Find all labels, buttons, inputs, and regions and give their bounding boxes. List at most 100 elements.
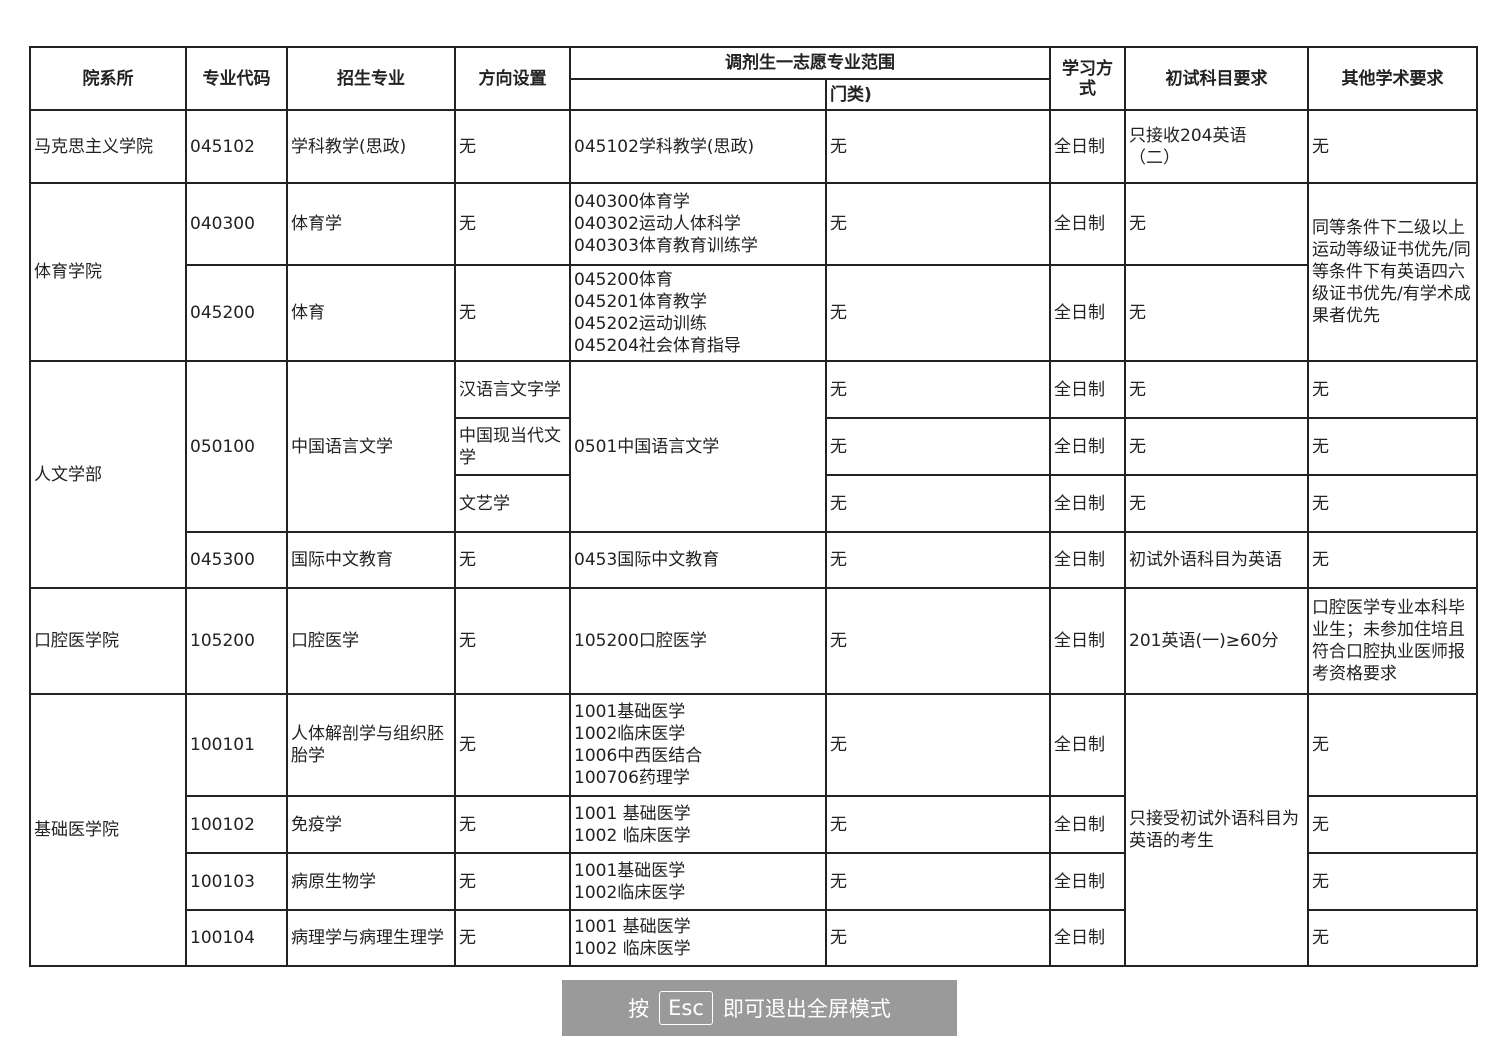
table-cell: 1001基础医学 1002临床医学 [569,852,827,911]
table-cell: 病原生物学 [286,852,456,911]
table-row: 基础医学院 100101 人体解剖学与组织胚胎学无 1001基础医学 1002临床医学… [29,693,1478,967]
header-mode: 学习方式 [1049,46,1126,111]
header-adjust: 调剂生一志愿专业范围 [569,46,1051,80]
header-other: 其他学术要求 [1307,46,1478,111]
table-cell: 无 [1307,693,1478,797]
table-cell: 045200 [185,264,288,362]
header-major: 招生专业 [286,46,456,111]
table-cell: 国际中文教育 [286,531,456,589]
table-cell: 1001 基础医学 1002 临床医学 [569,795,827,854]
table-cell: 无 [825,109,1051,184]
table-cell: 无 [825,182,1051,266]
table-row: 045300 国际中文教育无 0453国际中文教育无全日制 初试外语科目为英语无 [30,531,1478,589]
header-direction: 方向设置 [454,46,571,111]
table-cell: 045102学科教学(思政) [569,109,827,184]
table-cell: 105200 [185,587,288,695]
table-cell: 只接收204英语 （二） [1124,109,1309,184]
table-cell: 无 [825,909,1051,967]
table-cell: 同等条件下二级以上运动等级证书优先/同等条件下有英语四六级证书优先/有学术成果者… [1307,182,1478,362]
table-cell: 无 [1307,474,1478,533]
table-cell: 全日制 [1049,795,1126,854]
table-row: 口腔医学院 105200 口腔医学无 105200口腔医学无全日制 201英语(一)≥6… [29,587,1478,695]
table-cell: 105200口腔医学 [569,587,827,695]
table-cell: 中国现当代文学 [454,417,571,476]
table-cell: 201英语(一)≥60分 [1124,587,1309,695]
table-cell: 体育学 [286,182,456,266]
admissions-table: 院系所 专业代码 招生专业 方向设置 调剂生一志愿专业范围 学习方式 初试科目要… [29,46,1478,967]
table-cell: 无 [1307,852,1478,911]
table-cell: 全日制 [1049,474,1126,533]
table-cell: 病理学与病理生理学 [286,909,456,967]
table-cell: 无 [454,531,571,589]
table-cell: 无 [454,587,571,695]
table-cell: 基础医学院 [29,693,187,967]
table-cell: 文艺学 [454,474,571,533]
header-college: 院系所 [29,46,187,111]
table-cell: 无 [454,909,571,967]
table-cell: 全日制 [1049,109,1126,184]
header-code: 专业代码 [185,46,288,111]
table-cell: 汉语言文字学 [454,360,571,419]
table-cell: 全日制 [1049,587,1126,695]
table-cell: 无 [454,852,571,911]
table-cell: 全日制 [1049,360,1126,419]
table-cell: 全日制 [1049,852,1126,911]
table-cell: 100104 [185,909,288,967]
table-cell: 045102 [185,109,288,184]
table-cell: 无 [1124,417,1309,476]
fullscreen-exit-hint: 按 Esc 即可退出全屏模式 [562,980,957,1036]
table-row: 马克思主义学院 045102 学科教学(思政) 无 045102学科教学(思政) 无全日制… [29,109,1478,184]
header-adjust-right: 门类) [825,78,1051,111]
table-row: 100102 免疫学无 1001 基础医学 1002 临床医学无全日制无 [30,795,1478,854]
table-cell: 045300 [185,531,288,589]
table-cell: 马克思主义学院 [29,109,187,184]
table-cell: 无 [825,417,1051,476]
table-cell: 100101 [185,693,288,797]
table-cell: 无 [825,795,1051,854]
hint-press: 按 [628,997,650,1021]
table-cell: 无 [825,587,1051,695]
header-adjust-left [569,78,827,111]
table-cell: 无 [825,474,1051,533]
table-cell: 无 [1307,360,1478,419]
table-cell: 100103 [185,852,288,911]
table-cell: 045200体育 045201体育教学 045202运动训练 045204社会体… [569,264,827,362]
table-row: 中国现当代文学无全日制无无 [30,417,1478,476]
table-cell: 口腔医学 [286,587,456,695]
table-cell: 无 [825,852,1051,911]
table-cell: 无 [825,264,1051,362]
table-cell: 免疫学 [286,795,456,854]
table-cell: 无 [454,109,571,184]
table-cell: 全日制 [1049,531,1126,589]
table-cell: 无 [1124,474,1309,533]
table-cell: 无 [1307,909,1478,967]
table-cell: 1001基础医学 1002临床医学 1006中西医结合 100706药理学 [569,693,827,797]
table-cell: 体育 [286,264,456,362]
table-row: 100104 病理学与病理生理学无 1001 基础医学 1002 临床医学无全日制无 [30,909,1478,967]
table-cell: 无 [825,693,1051,797]
table-cell: 无 [454,693,571,797]
table-cell: 无 [1124,360,1309,419]
table-cell: 无 [825,360,1051,419]
table-row: 文艺学无全日制无无 [30,474,1478,533]
table-cell: 无 [1124,182,1309,266]
table-cell: 无 [1307,531,1478,589]
hint-text: 即可退出全屏模式 [722,997,891,1021]
table-cell: 无 [454,182,571,266]
table-row: 人文学部 050100 中国语言文学 汉语言文字学 0501中国语言文学无全日制无无 [29,360,1478,589]
table-cell: 0453国际中文教育 [569,531,827,589]
table-cell: 全日制 [1049,693,1126,797]
table-cell: 初试外语科目为英语 [1124,531,1309,589]
table-cell: 无 [454,795,571,854]
esc-key-badge: Esc [659,991,713,1025]
table-cell: 无 [1307,109,1478,184]
table-cell: 口腔医学院 [29,587,187,695]
table-cell: 040300 [185,182,288,266]
table-cell: 无 [825,531,1051,589]
table-cell: 学科教学(思政) [286,109,456,184]
table-cell: 无 [1307,417,1478,476]
table-cell: 人体解剖学与组织胚胎学 [286,693,456,797]
table-cell: 无 [1307,795,1478,854]
table-cell: 人文学部 [29,360,187,589]
table-row: 045200 体育 无 045200体育 045201体育教学 045202运动训练 … [30,264,1477,362]
